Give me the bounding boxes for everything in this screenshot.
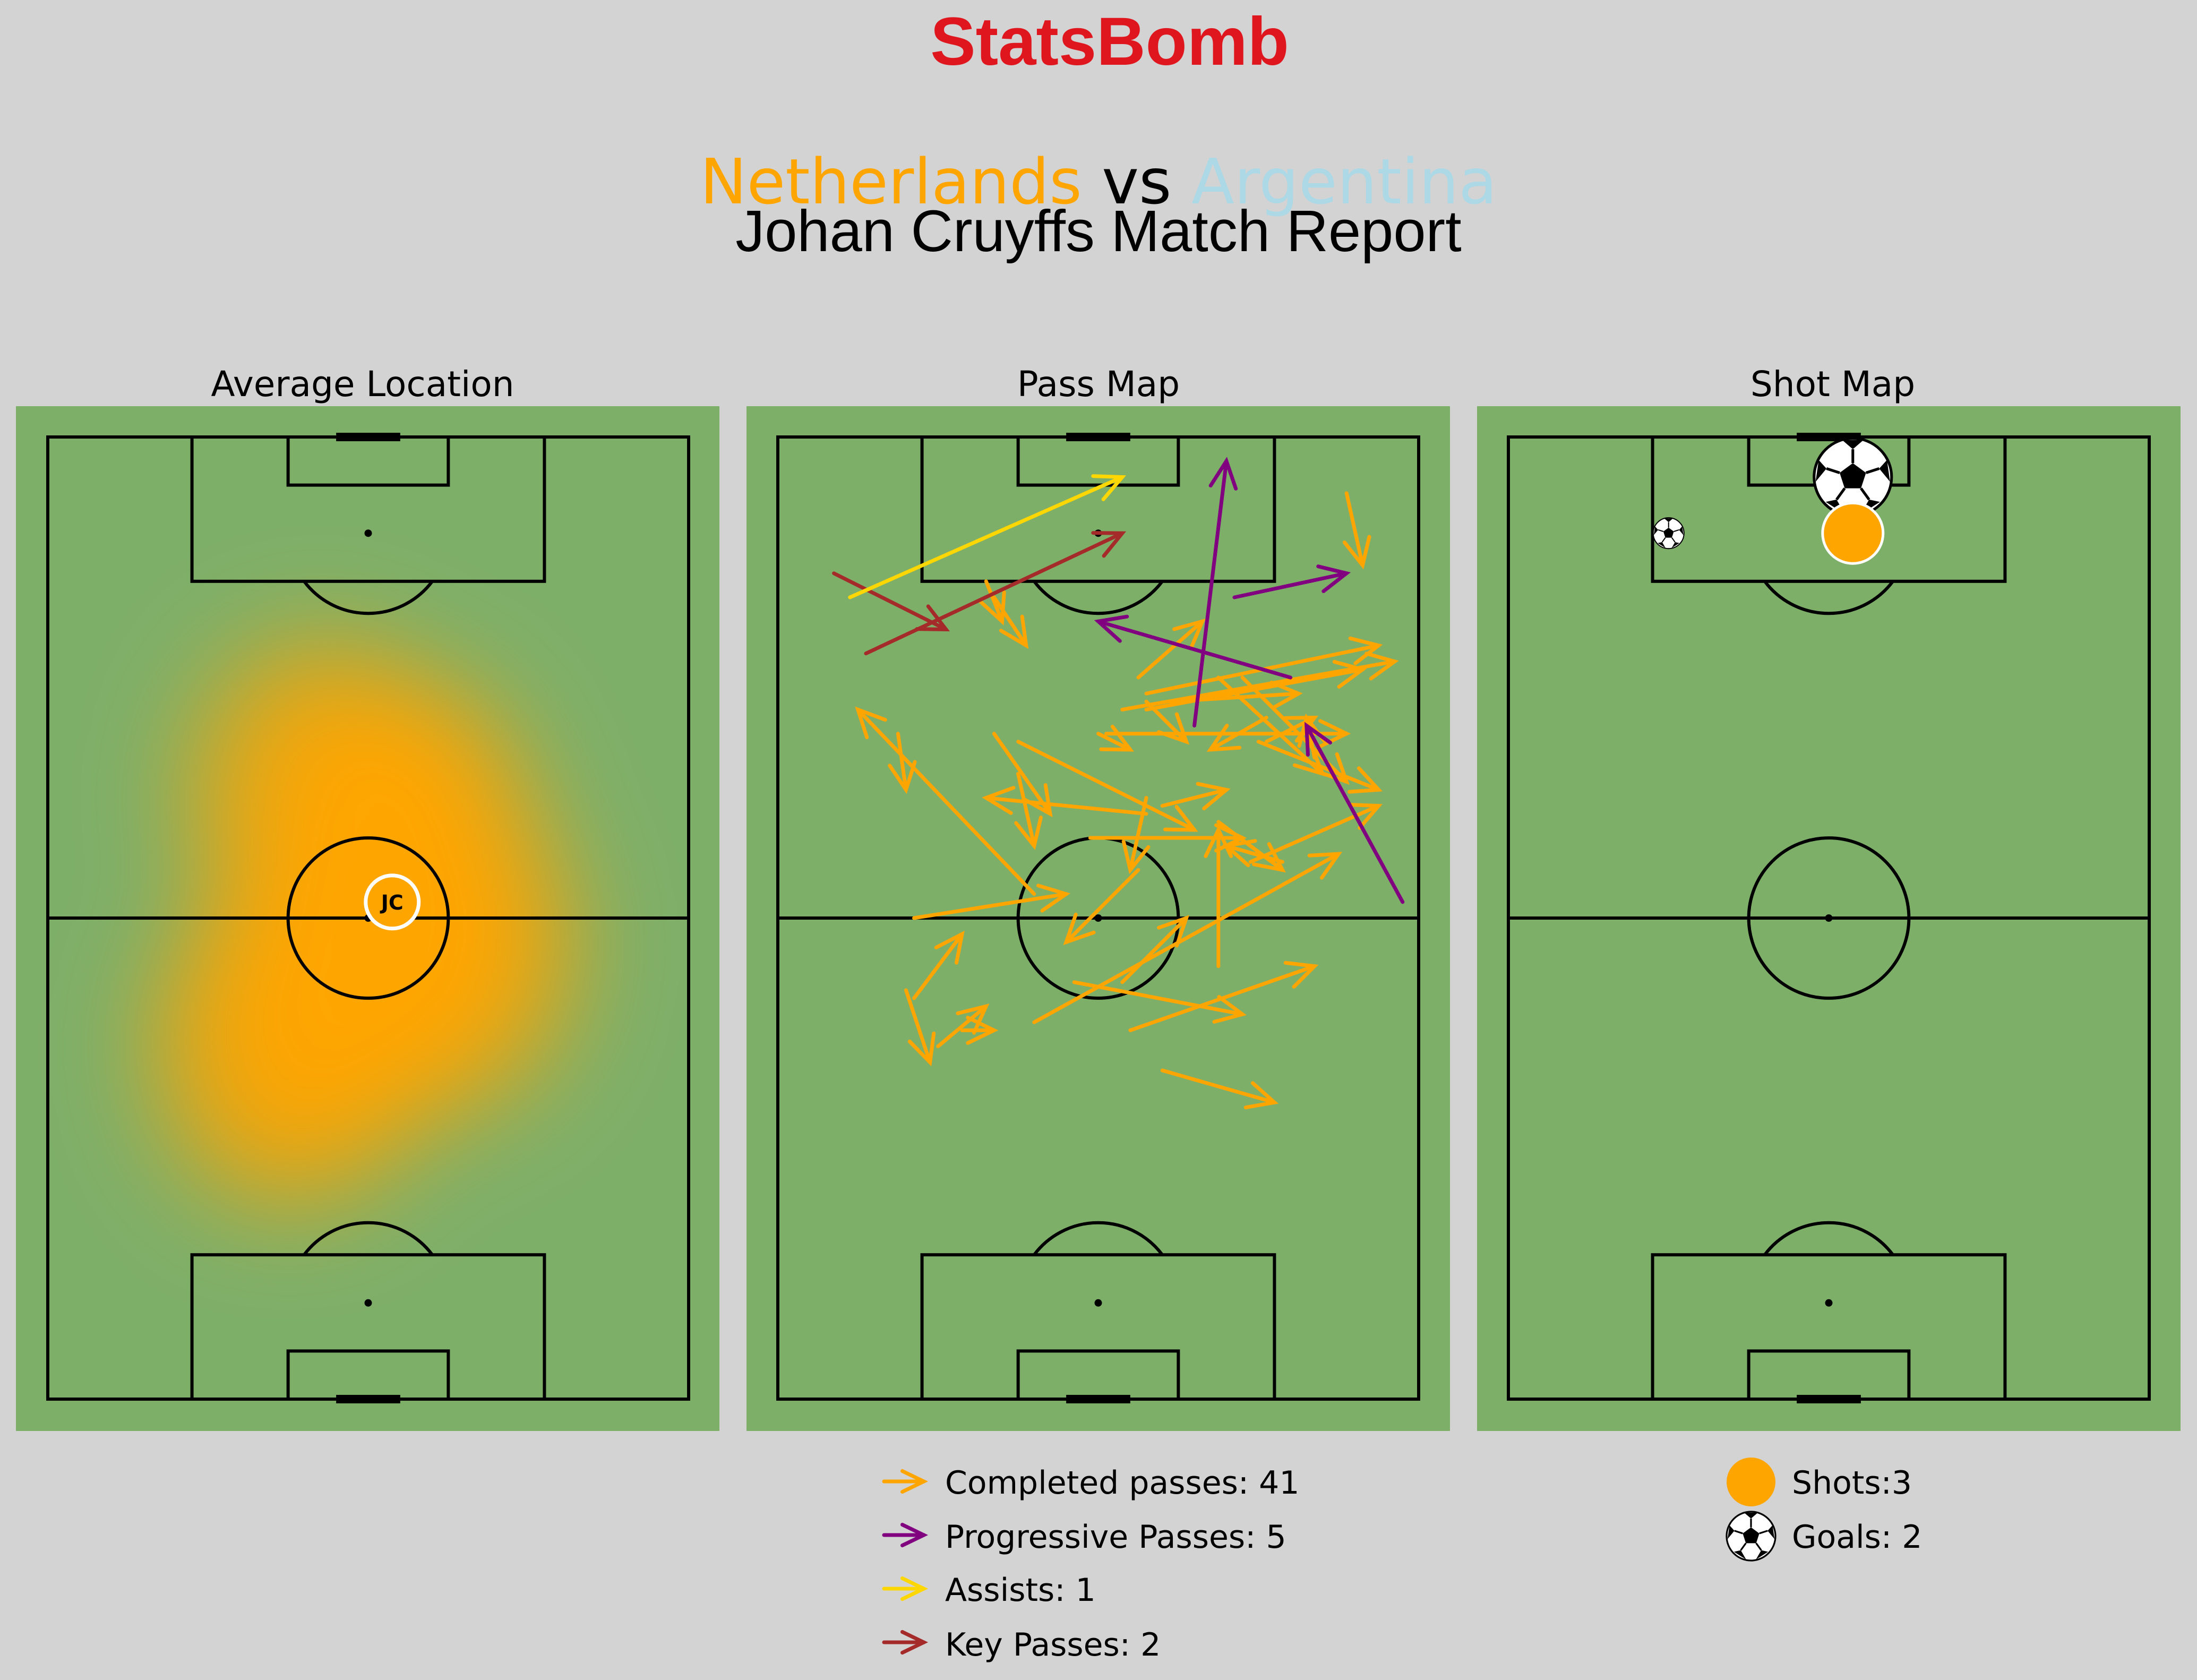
average-location-marker bbox=[364, 873, 421, 931]
legend-key-passes: Key Passes: 2 bbox=[945, 1626, 1161, 1664]
report-title: Johan Cruyffs Match Report bbox=[735, 199, 1461, 264]
centre-spot bbox=[1094, 914, 1102, 922]
average-location-layer: JC bbox=[364, 873, 421, 931]
legend-progressive-passes: Progressive Passes: 5 bbox=[945, 1519, 1286, 1556]
pass-arrow-completed bbox=[1014, 772, 1043, 850]
pass-arrow-progressive bbox=[1192, 457, 1238, 728]
pass-arrow-completed bbox=[982, 786, 1148, 816]
pass-legend: Completed passes: 41 Progressive Passes:… bbox=[882, 1464, 1300, 1664]
legend-arrow-key-pass bbox=[882, 1630, 929, 1655]
pass-arrow-completed bbox=[1120, 652, 1399, 712]
legend-completed-passes: Completed passes: 41 bbox=[945, 1464, 1300, 1502]
bottom-penalty-arc bbox=[1763, 1221, 1894, 1256]
pitch-lines-1 bbox=[776, 433, 1420, 1403]
pass-arrow-completed bbox=[855, 706, 1036, 896]
pass-arrow-progressive bbox=[1304, 722, 1405, 904]
panel-title-shot-map: Shot Map bbox=[1750, 364, 1915, 405]
pass-arrow-completed bbox=[1160, 1068, 1279, 1110]
pass-arrow-completed bbox=[1120, 915, 1190, 984]
legend-arrow-progressive bbox=[882, 1522, 929, 1548]
pass-arrow-completed bbox=[1136, 618, 1206, 680]
pass-arrows-layer bbox=[832, 457, 1405, 1110]
pass-arrow-completed bbox=[1032, 852, 1343, 1024]
pass-arrow-progressive bbox=[1232, 564, 1351, 599]
centre-circle bbox=[286, 836, 450, 1000]
pass-arrow-completed bbox=[960, 1015, 999, 1045]
bottom-penalty-arc bbox=[303, 1221, 434, 1256]
pass-arrow-completed bbox=[912, 884, 1071, 920]
pass-arrow-assist bbox=[848, 474, 1127, 599]
pass-arrow-completed bbox=[1121, 796, 1151, 875]
pass-arrow-completed bbox=[1168, 680, 1303, 710]
match-teams-title: Netherlands vs Argentina bbox=[700, 145, 1497, 218]
bottom-penalty-spot bbox=[1094, 1299, 1102, 1307]
pass-arrow-completed bbox=[912, 930, 965, 1000]
panel-title-pass-map: Pass Map bbox=[1017, 364, 1180, 405]
pass-arrow-completed bbox=[1088, 823, 1247, 853]
legend-arrow-completed bbox=[882, 1469, 929, 1494]
pass-arrow-completed bbox=[1096, 724, 1135, 752]
shot-legend: Shots:3 Goals: 2 bbox=[1727, 1458, 1922, 1561]
heatmap-layer bbox=[155, 638, 573, 1206]
pass-arrow-completed bbox=[1072, 980, 1247, 1024]
centre-circle bbox=[1747, 836, 1911, 1000]
legend-goals: Goals: 2 bbox=[1792, 1519, 1922, 1556]
top-penalty-arc bbox=[1033, 580, 1164, 615]
player-initials-label: JC bbox=[380, 891, 404, 914]
home-team-name: Netherlands bbox=[700, 145, 1082, 218]
bottom-penalty-arc bbox=[1033, 1221, 1164, 1256]
pass-arrow-completed bbox=[1264, 715, 1319, 744]
bottom-penalty-spot bbox=[1825, 1299, 1833, 1307]
pitch-lines-2 bbox=[1507, 433, 2151, 1403]
away-team-name: Argentina bbox=[1191, 145, 1497, 218]
pass-arrow-completed bbox=[904, 988, 936, 1067]
football-icon bbox=[1727, 1512, 1775, 1561]
panel-title-average-location: Average Location bbox=[211, 364, 514, 405]
top-penalty-spot bbox=[364, 529, 372, 537]
pass-arrow-key-pass bbox=[864, 531, 1127, 656]
orange-circle-icon bbox=[1727, 1458, 1775, 1506]
legend-shots: Shots:3 bbox=[1792, 1464, 1912, 1502]
shot-marker bbox=[1821, 501, 1885, 565]
pass-arrow-completed bbox=[992, 595, 1029, 649]
bottom-penalty-spot bbox=[364, 1299, 372, 1307]
goal-football-icon bbox=[1653, 518, 1684, 548]
vs-label: vs bbox=[1102, 145, 1171, 218]
shots-layer bbox=[1653, 439, 1892, 565]
pass-arrow-completed bbox=[1256, 740, 1383, 794]
pass-arrow-completed bbox=[1063, 868, 1140, 945]
legend-arrow-assist bbox=[882, 1576, 929, 1601]
pass-arrow-completed bbox=[1206, 716, 1268, 752]
pass-arrow-completed bbox=[1144, 699, 1190, 745]
pass-arrow-completed bbox=[979, 579, 1006, 625]
pitch-markings bbox=[46, 433, 2151, 1403]
pass-arrow-completed bbox=[888, 732, 917, 794]
pass-arrow-key-pass bbox=[832, 571, 950, 632]
pass-arrow-completed bbox=[1016, 740, 1198, 832]
top-penalty-arc bbox=[303, 580, 434, 615]
pass-arrow-progressive bbox=[1094, 614, 1293, 680]
legend-assists: Assists: 1 bbox=[945, 1572, 1096, 1609]
pitch-lines-0 bbox=[46, 433, 690, 1403]
top-penalty-arc bbox=[1763, 580, 1894, 615]
statsbomb-logo: StatsBomb bbox=[930, 4, 1289, 80]
pass-arrow-completed bbox=[1160, 782, 1231, 811]
centre-spot bbox=[1825, 914, 1833, 922]
heatmap-density bbox=[155, 638, 573, 1206]
pass-arrow-completed bbox=[1342, 491, 1371, 570]
